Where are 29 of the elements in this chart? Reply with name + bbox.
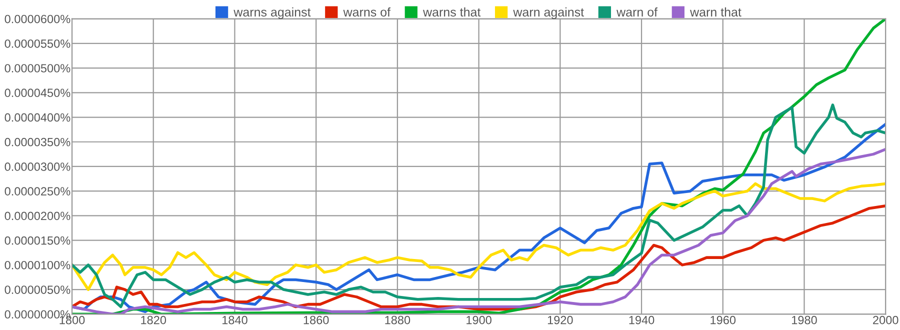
y-tick-label: 0.0000150% xyxy=(4,236,70,245)
legend-label: warn that xyxy=(690,7,742,17)
y-tick-label: 0.0000050% xyxy=(4,286,70,294)
y-tick-label: 0.0000300% xyxy=(4,162,70,171)
x-tick-label: 1960 xyxy=(710,316,736,324)
y-tick-label: 0.0000250% xyxy=(4,187,70,196)
x-tick-label: 1840 xyxy=(222,316,248,324)
y-tick-label: 0.0000400% xyxy=(4,113,70,122)
x-tick-label: 1940 xyxy=(629,316,654,324)
legend-label: warn of xyxy=(616,7,658,17)
legend-label: warns of xyxy=(343,7,391,17)
y-tick-label: 0.0000350% xyxy=(4,138,70,146)
x-tick-label: 1820 xyxy=(141,316,166,324)
y-tick-label: 0.0000600% xyxy=(4,14,70,24)
y-tick-label: 0.0000100% xyxy=(4,260,70,270)
y-tick-label: 0.0000450% xyxy=(4,88,70,98)
line-series xyxy=(72,182,886,291)
x-tick-label: 1980 xyxy=(792,316,817,324)
x-tick-label: 1920 xyxy=(548,316,573,324)
y-tick-label: 0.0000200% xyxy=(4,212,70,220)
y-tick-label: 0.0000550% xyxy=(4,39,70,48)
x-tick-label: 2000 xyxy=(873,316,898,324)
y-tick-label: 0.0000500% xyxy=(4,64,70,72)
x-tick-label: 1900 xyxy=(466,316,492,324)
legend-label: warns that xyxy=(422,7,481,17)
legend-label: warns against xyxy=(234,7,311,20)
legend-label: warn against xyxy=(513,7,584,20)
x-tick-label: 1860 xyxy=(304,316,329,324)
x-tick-label: 1880 xyxy=(385,316,410,324)
